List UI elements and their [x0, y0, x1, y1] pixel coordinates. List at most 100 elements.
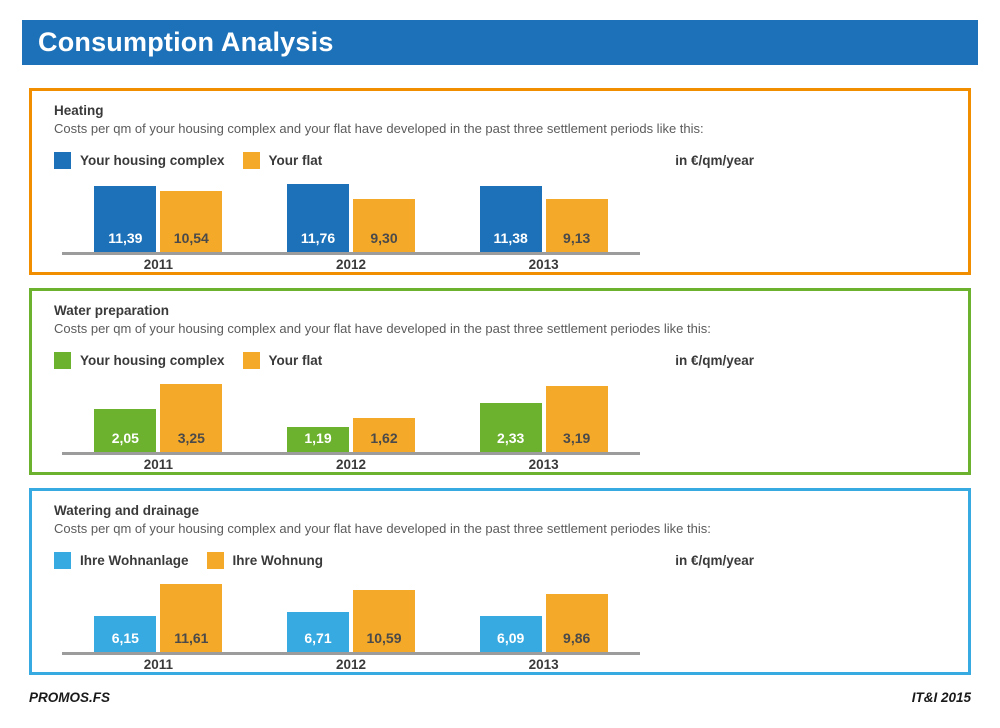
legend-item-complex: Ihre Wohnanlage [54, 552, 189, 570]
legend-swatch-flat-icon [242, 152, 260, 170]
bar-pair: 11,38 9,13 [447, 180, 640, 252]
bar-value-label: 9,13 [563, 229, 591, 246]
bar-groups: 2,05 3,25 1,19 1,62 2,33 3,19 [62, 380, 640, 452]
category-label: 2011 [143, 256, 173, 272]
bar-pair: 1,19 1,62 [255, 380, 448, 452]
panel-heating-chart: 11,39 10,54 11,76 9,30 11,38 9,13 2011 2012 201… [54, 180, 950, 272]
bar: 10,54 [160, 191, 223, 252]
bar-value-label: 2,33 [497, 429, 525, 446]
bar-group: 6,71 10,59 [255, 580, 448, 652]
legend-swatch-flat-icon [206, 552, 224, 570]
bar-value-label: 2,05 [111, 429, 139, 446]
bar: 11,38 [479, 186, 542, 252]
bar: 11,61 [160, 584, 223, 652]
legend-label-complex: Your housing complex [80, 153, 225, 169]
bar: 1,19 [287, 427, 349, 452]
legend-item-flat: Your flat [242, 152, 322, 170]
bar: 9,86 [545, 594, 608, 652]
category-label: 2011 [143, 656, 173, 672]
bar: 3,19 [545, 385, 608, 452]
legend-item-flat: Ihre Wohnung [206, 552, 324, 570]
bar-value-label: 11,38 [493, 229, 528, 246]
bar: 11,39 [94, 186, 157, 252]
bar-value-label: 1,19 [304, 429, 332, 446]
category-label: 2011 [143, 456, 173, 472]
bar-group: 11,38 9,13 [447, 180, 640, 252]
bar: 3,25 [160, 384, 223, 452]
bar: 6,71 [287, 612, 349, 652]
legend-swatch-complex-icon [54, 152, 71, 170]
panel-water-preparation-subtitle: Costs per qm of your housing complex and… [54, 320, 711, 336]
bar-value-label: 6,15 [111, 629, 139, 646]
footer: PROMOS.FS IT&I 2015 [0, 690, 1000, 720]
legend-swatch-complex-icon [54, 352, 71, 370]
category-label: 2013 [528, 456, 559, 472]
bar-value-label: 6,09 [497, 629, 525, 646]
bar-groups: 11,39 10,54 11,76 9,30 11,38 9,13 [62, 180, 640, 252]
bar-pair: 6,09 9,86 [447, 580, 640, 652]
bar: 9,13 [545, 199, 608, 252]
bar-value-label: 1,62 [370, 429, 398, 446]
bar: 9,30 [353, 198, 415, 252]
bar-value-label: 9,30 [370, 229, 398, 246]
bar-value-label: 11,61 [174, 629, 209, 646]
legend-swatch-complex-icon [54, 552, 71, 570]
bar-group: 1,19 1,62 [255, 380, 448, 452]
bar-group: 6,15 11,61 [62, 580, 255, 652]
category-label: 2013 [528, 256, 559, 272]
bar-group: 11,39 10,54 [62, 180, 255, 252]
legend-label-complex: Your housing complex [80, 353, 225, 369]
panel-heating: Heating Costs per qm of your housing com… [29, 88, 971, 275]
panel-watering-drainage-unit: in €/qm/year [675, 553, 754, 569]
legend-label-complex: Ihre Wohnanlage [80, 553, 189, 569]
bar-pair: 11,76 9,30 [255, 180, 448, 252]
bar-pair: 2,05 3,25 [62, 380, 255, 452]
panel-heating-subtitle: Costs per qm of your housing complex and… [54, 120, 704, 136]
panel-water-preparation: Water preparation Costs per qm of your h… [29, 288, 971, 475]
bar-pair: 11,39 10,54 [62, 180, 255, 252]
legend-item-complex: Your housing complex [54, 352, 225, 370]
panel-water-preparation-inner: Water preparation Costs per qm of your h… [32, 291, 968, 472]
legend-item-complex: Your housing complex [54, 152, 225, 170]
panel-water-preparation-chart: 2,05 3,25 1,19 1,62 2,33 3,19 2011 2012 2013 [54, 380, 950, 472]
footer-brand: PROMOS.FS [29, 690, 111, 705]
category-label: 2012 [335, 656, 367, 672]
bar: 1,62 [353, 417, 415, 452]
bar-groups: 6,15 11,61 6,71 10,59 6,09 9,86 [62, 580, 640, 652]
bar-group: 2,05 3,25 [62, 380, 255, 452]
bar-pair: 2,33 3,19 [447, 380, 640, 452]
header-bar: Consumption Analysis [22, 20, 978, 65]
category-label: 2013 [528, 656, 559, 672]
panel-heating-title: Heating [54, 103, 104, 118]
panel-watering-drainage-chart: 6,15 11,61 6,71 10,59 6,09 9,86 2011 2012 2013 [54, 580, 950, 672]
bar-value-label: 6,71 [304, 629, 332, 646]
bar-value-label: 10,54 [173, 229, 209, 246]
bar-pair: 6,71 10,59 [255, 580, 448, 652]
page-title: Consumption Analysis [38, 27, 334, 57]
panel-heating-inner: Heating Costs per qm of your housing com… [32, 91, 968, 272]
bar-pair: 6,15 11,61 [62, 580, 255, 652]
legend-label-flat: Ihre Wohnung [232, 553, 324, 569]
panel-watering-drainage-inner: Watering and drainage Costs per qm of yo… [32, 491, 968, 672]
bar-value-label: 3,19 [563, 429, 591, 446]
bar-group: 2,33 3,19 [447, 380, 640, 452]
panel-water-preparation-title: Water preparation [54, 303, 170, 318]
panel-water-preparation-unit: in €/qm/year [675, 353, 754, 369]
bar-value-label: 9,86 [563, 629, 591, 646]
panel-heating-legend: Your housing complex Your flat in €/qm/y… [54, 152, 950, 170]
category-label: 2012 [335, 456, 367, 472]
chart-axis-line [62, 251, 640, 255]
panel-heating-unit: in €/qm/year [675, 153, 754, 169]
bar: 10,59 [353, 589, 415, 652]
bar: 6,09 [479, 615, 542, 652]
legend-swatch-flat-icon [242, 352, 260, 370]
bar: 2,33 [479, 402, 542, 452]
chart-axis-line [62, 451, 640, 455]
chart-axis-line [62, 651, 640, 655]
bar-value-label: 11,39 [108, 229, 143, 246]
bar-value-label: 10,59 [366, 629, 402, 646]
panel-watering-drainage-title: Watering and drainage [54, 503, 200, 518]
panel-water-preparation-legend: Your housing complex Your flat in €/qm/y… [54, 352, 950, 370]
panel-watering-drainage: Watering and drainage Costs per qm of yo… [29, 488, 971, 675]
